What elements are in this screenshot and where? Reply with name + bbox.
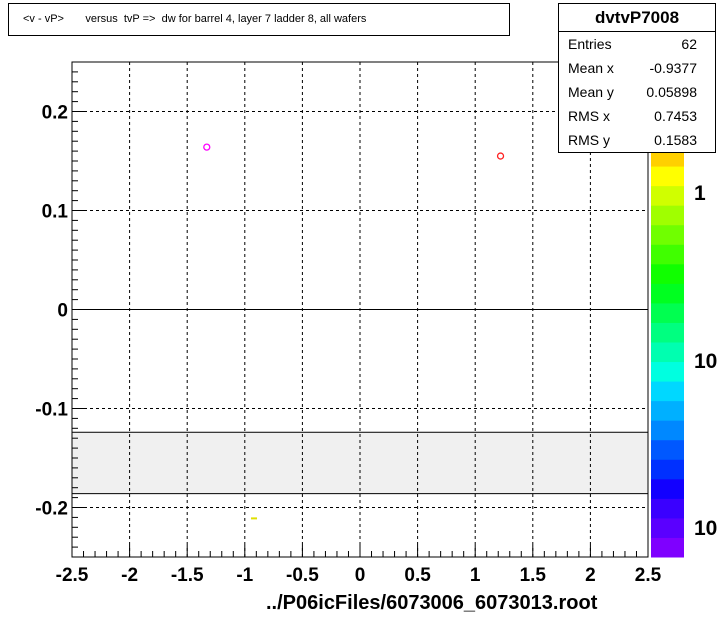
x-tick-label: 0 bbox=[355, 565, 366, 586]
stats-row-mean-x: Mean x -0.9377 bbox=[559, 56, 715, 80]
colorbar-segment bbox=[651, 478, 684, 499]
x-tick-label: 2.5 bbox=[635, 565, 662, 586]
colorbar-segment bbox=[651, 498, 684, 519]
x-tick-label: 0.5 bbox=[404, 565, 431, 586]
stats-value: -0.9377 bbox=[649, 60, 697, 76]
colorbar-segment bbox=[651, 283, 684, 304]
stats-label: RMS y bbox=[568, 132, 610, 148]
stats-label: Entries bbox=[568, 36, 612, 52]
x-tick-label: -2.5 bbox=[56, 565, 89, 586]
y-tick-label: 0.2 bbox=[42, 103, 68, 124]
x-tick-label: -1 bbox=[236, 565, 253, 586]
colorbar-segment bbox=[651, 420, 684, 441]
colorbar-label: 10 bbox=[694, 517, 717, 540]
chart-title: <v - vP> versus tvP => dw for barrel 4, … bbox=[8, 3, 510, 36]
stats-value: 0.05898 bbox=[646, 84, 697, 100]
stats-value: 62 bbox=[681, 36, 697, 52]
colorbar-segment bbox=[651, 381, 684, 402]
colorbar-segment bbox=[651, 537, 684, 558]
axis-layer: -2.5 -2 -1.5 -1 -0.5 0 0.5 1 1.5 2 2.5 -0.2 -0.1 0 0.1… bbox=[35, 61, 662, 586]
x-tick-label: -0.5 bbox=[286, 565, 319, 586]
stats-row-rms-y: RMS y 0.1583 bbox=[559, 128, 715, 152]
colorbar-layer: 1 10 10 bbox=[651, 127, 717, 558]
stats-label: Mean x bbox=[568, 60, 614, 76]
stats-label: Mean y bbox=[568, 84, 614, 100]
colorbar-segment bbox=[651, 342, 684, 363]
colorbar-segment bbox=[651, 400, 684, 421]
x-tick-label: 1 bbox=[470, 565, 481, 586]
colorbar-segment bbox=[651, 459, 684, 480]
colorbar-segment bbox=[651, 166, 684, 187]
stats-row-mean-y: Mean y 0.05898 bbox=[559, 80, 715, 104]
y-tick-label: -0.1 bbox=[35, 400, 68, 421]
colorbar-label: 10 bbox=[694, 350, 717, 373]
x-tick-label: -2 bbox=[121, 565, 138, 586]
colorbar-segment bbox=[651, 302, 684, 323]
x-axis-title: ../P06icFiles/6073006_6073013.root bbox=[266, 592, 598, 614]
stats-row-rms-x: RMS x 0.7453 bbox=[559, 104, 715, 128]
y-tick-label: 0 bbox=[57, 301, 68, 322]
colorbar-segment bbox=[651, 224, 684, 245]
colorbar-segment bbox=[651, 322, 684, 343]
colorbar-segment bbox=[651, 517, 684, 538]
stats-box: dvtvP7008 Entries 62 Mean x -0.9377 Mean… bbox=[558, 3, 716, 153]
stats-value: 0.1583 bbox=[654, 132, 697, 148]
colorbar-segment bbox=[651, 185, 684, 206]
x-tick-label: 2 bbox=[585, 565, 596, 586]
grid-layer bbox=[72, 62, 648, 557]
points-layer bbox=[203, 143, 505, 520]
colorbar-segment bbox=[651, 439, 684, 460]
y-tick-label: 0.1 bbox=[42, 202, 69, 223]
x-tick-label: -1.5 bbox=[171, 565, 204, 586]
stats-label: RMS x bbox=[568, 108, 610, 124]
colorbar-label: 1 bbox=[694, 182, 706, 205]
x-tick-label: 1.5 bbox=[520, 565, 547, 586]
stats-row-entries: Entries 62 bbox=[559, 32, 715, 56]
colorbar-segment bbox=[651, 361, 684, 382]
y-tick-label: -0.2 bbox=[35, 499, 68, 520]
colorbar-segment bbox=[651, 244, 684, 265]
stats-name: dvtvP7008 bbox=[559, 4, 715, 32]
data-point bbox=[496, 152, 505, 160]
data-point bbox=[203, 143, 211, 151]
stats-value: 0.7453 bbox=[654, 108, 697, 124]
colorbar-segment bbox=[651, 205, 684, 226]
colorbar-segment bbox=[651, 263, 684, 284]
